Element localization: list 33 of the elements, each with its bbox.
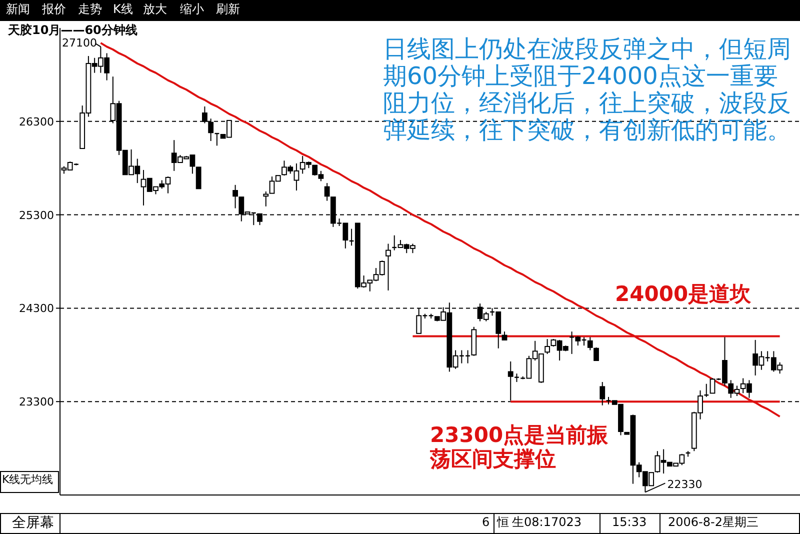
annotation: 放大: [143, 3, 167, 16]
candlestick: [587, 336, 593, 351]
candlestick: [324, 182, 330, 202]
candlestick: [594, 346, 599, 362]
annotation: 15:33: [612, 516, 647, 530]
annotation: 全屏幕: [12, 516, 54, 532]
candlestick: [386, 243, 391, 291]
y-tick-label: 26300: [19, 115, 54, 128]
candlestick: [232, 184, 238, 209]
annotation: 日线图上仍处在波段反弹之中，但短周期60分钟上受阻于24000点这一重要阻力位，经消化后，往上突破，波段反弹延续，往下突破，有创新低的可能。: [383, 36, 792, 144]
annotation: 刷新: [216, 3, 240, 16]
annotation: K线无均线: [2, 474, 54, 486]
candlestick: [263, 190, 269, 207]
y-tick-label: 24300: [19, 302, 54, 316]
candlestick: [544, 338, 550, 354]
annotation: 24000是道坎: [615, 283, 752, 306]
annotation: 报价: [42, 3, 66, 16]
chart-title: 天胶10月——60分钟线: [7, 23, 138, 37]
annotation: 22330: [667, 478, 702, 492]
annotation: 23300点是当前振荡区间支撑位: [430, 423, 610, 472]
annotation: 27100: [62, 36, 97, 50]
annotation: 新闻: [6, 3, 30, 16]
annotation: K线: [113, 3, 133, 16]
candlestick: [600, 381, 606, 406]
y-tick-label: 25300: [19, 208, 54, 222]
annotation: 走势: [78, 3, 102, 16]
y-tick-label: 23300: [19, 396, 54, 409]
candlestick: [196, 166, 202, 190]
annotation: 2006-8-2星期三: [668, 516, 758, 530]
annotation: 恒: [497, 516, 509, 530]
annotation: 缩小: [180, 3, 204, 16]
annotation: 生08:17023: [512, 516, 582, 530]
annotation: 6: [482, 516, 490, 530]
